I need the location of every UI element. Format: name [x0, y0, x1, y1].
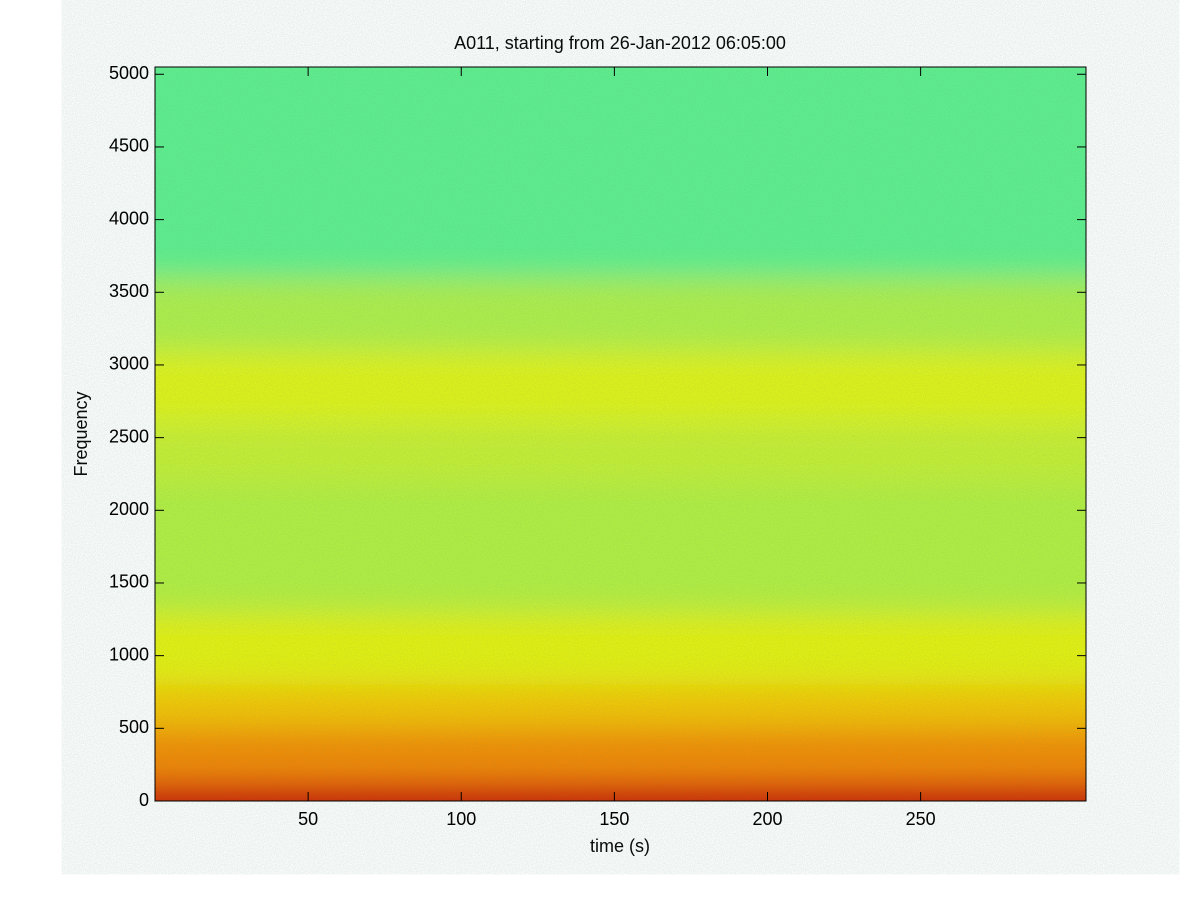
- y-axis-label: Frequency: [71, 391, 91, 476]
- plot-frame: [154, 66, 1087, 802]
- chart-title: A011, starting from 26-Jan-2012 06:05:00: [454, 33, 786, 53]
- y-tick-label: 3000: [109, 354, 149, 374]
- y-tick-label: 4500: [109, 136, 149, 156]
- x-axis-label: time (s): [590, 836, 650, 856]
- x-tick-label: 100: [446, 809, 476, 829]
- y-tick-label: 3500: [109, 281, 149, 301]
- y-tick-label: 2500: [109, 426, 149, 446]
- y-tick-label: 1500: [109, 572, 149, 592]
- y-tick-label: 5000: [109, 63, 149, 83]
- x-tick-label: 50: [298, 809, 318, 829]
- noise-texture: [155, 67, 1086, 801]
- x-tick-label: 150: [599, 809, 629, 829]
- x-tick-label: 250: [906, 809, 936, 829]
- y-tick-label: 4000: [109, 208, 149, 228]
- y-tick-label: 1000: [109, 644, 149, 664]
- y-tick-label: 500: [119, 717, 149, 737]
- y-tick-label: 0: [139, 790, 149, 810]
- y-tick-label: 2000: [109, 499, 149, 519]
- x-tick-label: 200: [752, 809, 782, 829]
